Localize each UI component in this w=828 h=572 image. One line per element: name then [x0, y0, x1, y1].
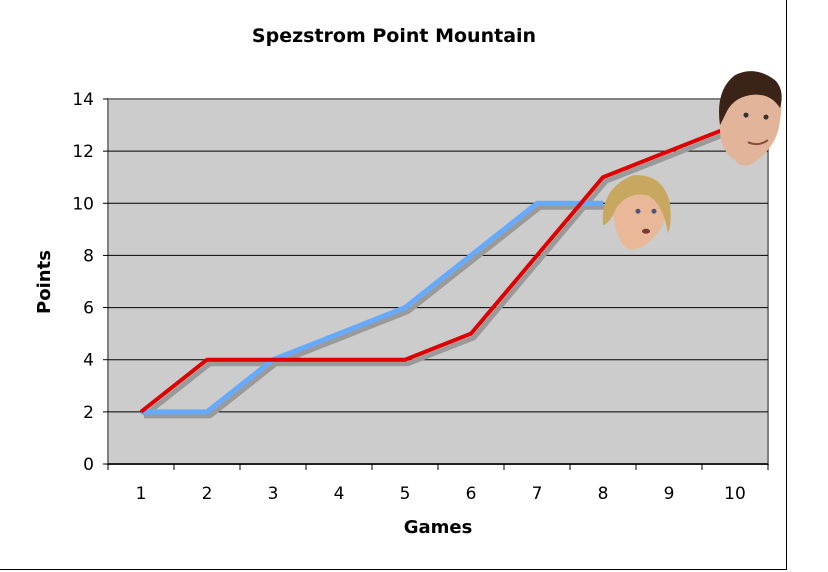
frame-border-right	[786, 0, 787, 570]
face-dark-hair-icon	[718, 71, 782, 166]
frame-border-bottom	[0, 569, 787, 570]
x-tick-label: 2	[202, 484, 213, 504]
x-axis-label: Games	[404, 517, 473, 538]
series-line	[139, 123, 736, 414]
chart-title: Spezstrom Point Mountain	[252, 25, 536, 47]
x-tick-label: 7	[532, 484, 543, 504]
mouth	[747, 139, 769, 146]
y-tick-label: 14	[72, 90, 94, 110]
hair	[719, 71, 782, 126]
eye	[635, 208, 641, 214]
x-tick-label: 8	[598, 484, 609, 504]
x-tick-label: 3	[268, 484, 279, 504]
x-tick-label: 5	[400, 484, 411, 504]
series-shadow	[142, 126, 739, 418]
x-tick-label: 1	[136, 484, 147, 504]
mouth	[642, 228, 650, 234]
series-line	[141, 200, 603, 415]
x-tick-label: 10	[724, 484, 746, 504]
y-tick-label: 2	[83, 403, 94, 423]
eye	[651, 208, 657, 214]
y-tick-label: 8	[83, 246, 94, 266]
x-tick-label: 9	[664, 484, 675, 504]
x-tick-label: 4	[334, 484, 345, 504]
y-tick-label: 0	[83, 455, 94, 475]
y-tick-label: 10	[72, 194, 94, 214]
x-tick-label: 6	[466, 484, 477, 504]
y-tick-label: 12	[72, 142, 94, 162]
eye	[763, 114, 769, 120]
y-axis-label: Points	[34, 250, 55, 314]
series-shadow	[144, 204, 606, 419]
y-tick-label: 6	[83, 299, 94, 319]
face-blond-hair-icon	[602, 175, 671, 250]
eye	[743, 112, 749, 118]
y-tick-label: 4	[83, 351, 94, 371]
hair	[602, 175, 671, 234]
